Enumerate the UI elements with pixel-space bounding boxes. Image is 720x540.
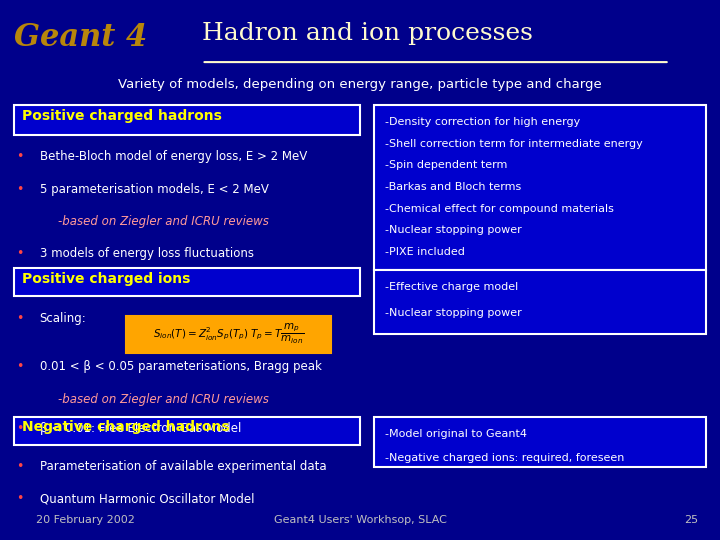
FancyBboxPatch shape	[126, 316, 331, 353]
Text: -Density correction for high energy: -Density correction for high energy	[385, 117, 580, 127]
Text: -based on Ziegler and ICRU reviews: -based on Ziegler and ICRU reviews	[58, 393, 269, 406]
Text: •: •	[16, 422, 23, 435]
Text: Geant 4: Geant 4	[14, 22, 148, 52]
Text: -Model original to Geant4: -Model original to Geant4	[385, 429, 527, 439]
Text: 5 parameterisation models, E < 2 MeV: 5 parameterisation models, E < 2 MeV	[40, 183, 269, 195]
Text: -Barkas and Bloch terms: -Barkas and Bloch terms	[385, 182, 521, 192]
Text: 0.01 < β < 0.05 parameterisations, Bragg peak: 0.01 < β < 0.05 parameterisations, Bragg…	[40, 360, 321, 373]
FancyBboxPatch shape	[374, 417, 706, 467]
Text: •: •	[16, 150, 23, 163]
Text: -Chemical effect for compound materials: -Chemical effect for compound materials	[385, 204, 614, 214]
Text: -Shell correction term for intermediate energy: -Shell correction term for intermediate …	[385, 139, 643, 149]
Text: -Spin dependent term: -Spin dependent term	[385, 160, 508, 171]
Text: $S_{ion}(T)=Z^2_{ion}S_p(T_p)\;T_p=T\dfrac{m_p}{m_{ion}}$: $S_{ion}(T)=Z^2_{ion}S_p(T_p)\;T_p=T\dfr…	[153, 322, 304, 346]
FancyBboxPatch shape	[374, 270, 706, 334]
FancyBboxPatch shape	[14, 417, 360, 445]
Text: •: •	[16, 312, 23, 325]
FancyBboxPatch shape	[374, 105, 706, 270]
FancyBboxPatch shape	[14, 105, 360, 135]
Text: Positive charged ions: Positive charged ions	[22, 272, 190, 286]
Text: •: •	[16, 492, 23, 505]
Text: 3 models of energy loss fluctuations: 3 models of energy loss fluctuations	[40, 247, 253, 260]
Text: Variety of models, depending on energy range, particle type and charge: Variety of models, depending on energy r…	[118, 78, 602, 91]
Text: -PIXE included: -PIXE included	[385, 247, 465, 257]
Text: Geant4 Users' Workhsop, SLAC: Geant4 Users' Workhsop, SLAC	[274, 515, 446, 525]
Text: -Negative charged ions: required, foreseen: -Negative charged ions: required, forese…	[385, 453, 624, 463]
Text: -based on Ziegler and ICRU reviews: -based on Ziegler and ICRU reviews	[58, 215, 269, 228]
Text: 20 February 2002: 20 February 2002	[36, 515, 135, 525]
Text: Negative charged hadrons: Negative charged hadrons	[22, 420, 229, 434]
Text: •: •	[16, 183, 23, 195]
Text: Bethe-Bloch model of energy loss, E > 2 MeV: Bethe-Bloch model of energy loss, E > 2 …	[40, 150, 307, 163]
Text: 25: 25	[684, 515, 698, 525]
Text: •: •	[16, 247, 23, 260]
Text: •: •	[16, 460, 23, 473]
Text: β < 0.01: Free Electron Gas Model: β < 0.01: Free Electron Gas Model	[40, 422, 241, 435]
Text: -Nuclear stopping power: -Nuclear stopping power	[385, 308, 522, 318]
Text: Parameterisation of available experimental data: Parameterisation of available experiment…	[40, 460, 326, 473]
FancyBboxPatch shape	[14, 268, 360, 296]
Text: Scaling:: Scaling:	[40, 312, 86, 325]
Text: -Nuclear stopping power: -Nuclear stopping power	[385, 225, 522, 235]
Text: •: •	[16, 360, 23, 373]
Text: Positive charged hadrons: Positive charged hadrons	[22, 109, 222, 123]
Text: Hadron and ion processes: Hadron and ion processes	[202, 22, 533, 45]
Text: Quantum Harmonic Oscillator Model: Quantum Harmonic Oscillator Model	[40, 492, 254, 505]
Text: -Effective charge model: -Effective charge model	[385, 282, 518, 292]
